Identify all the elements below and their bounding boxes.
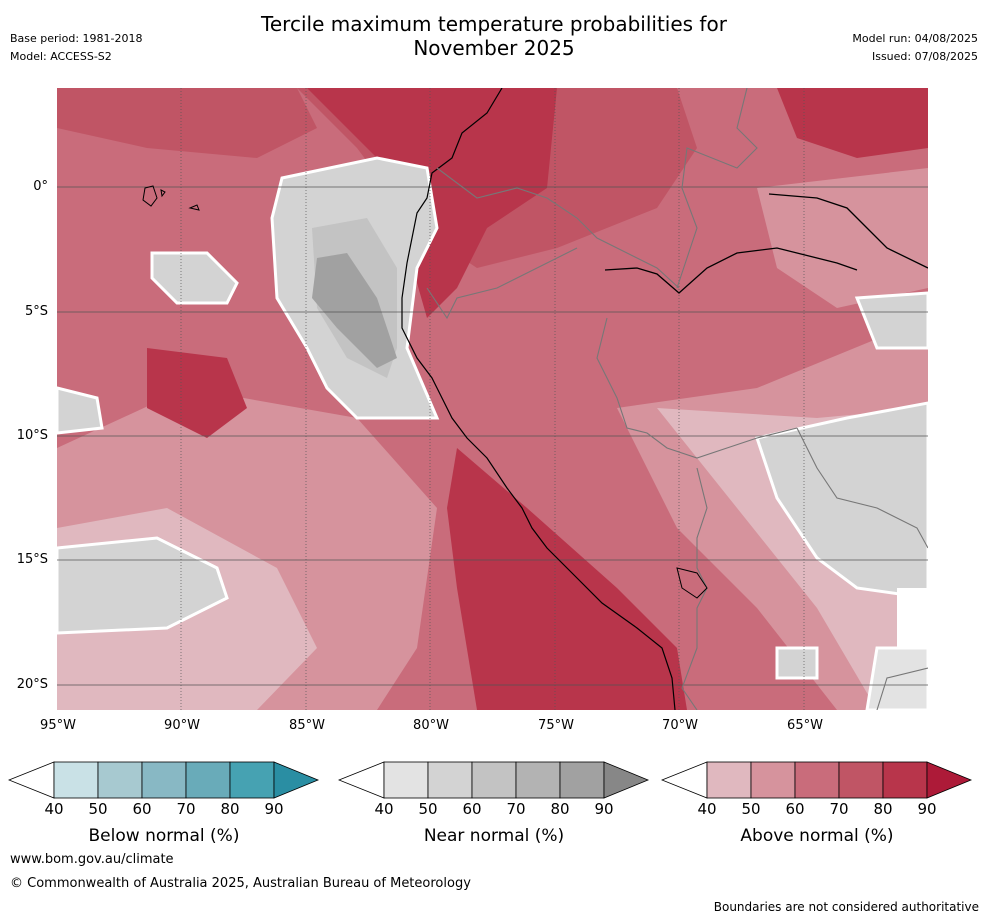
lat-label-0: 0° [33, 179, 48, 194]
colorbar-segment [229, 761, 275, 799]
lat-label-10s: 10°S [16, 428, 48, 443]
colorbar-segment [97, 761, 143, 799]
title-line-2: November 2025 [413, 36, 575, 60]
colorbar-segment [706, 761, 752, 799]
model-text: Model: ACCESS-S2 [10, 50, 112, 63]
above-80-region-ne [777, 88, 928, 158]
lat-label-5s: 5°S [24, 304, 48, 319]
near-normal-region-east [755, 401, 930, 600]
legend-tick: 80 [550, 800, 570, 818]
legend-title-near: Near normal (%) [423, 826, 565, 846]
lon-label-65w: 65°W [787, 718, 823, 733]
colorbar-segment [141, 761, 187, 799]
colorbar-below-normal [7, 761, 320, 799]
legend-tick: 40 [697, 800, 717, 818]
coastline [401, 87, 676, 711]
legend-tick: 90 [264, 800, 284, 818]
legend-tick: 90 [917, 800, 937, 818]
near-normal-region-sw [55, 536, 229, 635]
legend-below-normal: 40 50 60 70 80 90 Below normal (%) [7, 760, 320, 850]
lon-label-75w: 75°W [538, 718, 574, 733]
legend-tick: 60 [462, 800, 482, 818]
issued-text: Issued: 07/08/2025 [871, 50, 978, 63]
legend-title-below: Below normal (%) [88, 826, 240, 846]
colorbar-segment [515, 761, 561, 799]
colorbar-near-normal [337, 761, 650, 799]
legend-tick: 40 [44, 800, 64, 818]
legend-tick: 80 [220, 800, 240, 818]
colorbar-segment [559, 761, 605, 799]
legend-tick: 50 [418, 800, 438, 818]
below-40-region-se [897, 588, 928, 648]
legend-near-normal: 40 50 60 70 80 90 Near normal (%) [337, 760, 650, 850]
above-70-region-nw [57, 88, 317, 158]
legend-tick: 70 [506, 800, 526, 818]
model-run-text: Model run: 04/08/2025 [852, 32, 978, 45]
legend-above-normal: 40 50 60 70 80 90 Above normal (%) [660, 760, 973, 850]
near-normal-region-se-small [775, 646, 819, 680]
colorbar-above-normal [660, 761, 973, 799]
above-80-region-ocean [147, 348, 247, 438]
map-canvas [55, 87, 930, 712]
lat-label-20s: 20°S [16, 677, 48, 692]
colorbar-segment [750, 761, 796, 799]
lon-label-90w: 90°W [164, 718, 200, 733]
colorbar-extend-low [7, 761, 55, 799]
map-title: Tercile maximum temperature probabilitie… [0, 12, 988, 60]
disclaimer-text: Boundaries are not considered authoritat… [713, 900, 979, 914]
near-normal-80-region [312, 253, 397, 368]
legend-tick: 70 [829, 800, 849, 818]
base-period-text: Base period: 1981-2018 [10, 32, 143, 45]
colorbar-extend-high [926, 761, 973, 799]
colorbar-segment [882, 761, 928, 799]
copyright-text: © Commonwealth of Australia 2025, Austra… [10, 876, 471, 891]
colorbar-segment [471, 761, 517, 799]
latitude-lines [57, 186, 928, 686]
colorbar-extend-high [603, 761, 650, 799]
colorbar-extend-low [660, 761, 708, 799]
colorbar-segment [427, 761, 473, 799]
lon-label-80w: 80°W [413, 718, 449, 733]
legend-tick: 40 [374, 800, 394, 818]
colorbar-segment [383, 761, 429, 799]
lon-label-70w: 70°W [662, 718, 698, 733]
near-normal-region-west-edge [55, 386, 104, 435]
legend-tick: 50 [741, 800, 761, 818]
above-80-region-andes-south [447, 448, 687, 710]
legend-title-above: Above normal (%) [740, 826, 894, 846]
lon-label-85w: 85°W [289, 718, 325, 733]
above-50-region-ne [757, 168, 928, 308]
colorbar-segment [185, 761, 231, 799]
legend-tick: 50 [88, 800, 108, 818]
legend-tick: 60 [132, 800, 152, 818]
colorbar-segment [53, 761, 99, 799]
near-normal-region-galapagos [150, 251, 239, 305]
probability-map [55, 87, 930, 712]
colorbar-segment [838, 761, 884, 799]
legend-tick: 60 [785, 800, 805, 818]
colorbar-extend-high [273, 761, 320, 799]
colorbar-extend-low [337, 761, 385, 799]
legend-tick: 80 [873, 800, 893, 818]
colorbar-segment [794, 761, 840, 799]
amazon-river [604, 193, 929, 294]
legend-tick: 90 [594, 800, 614, 818]
title-line-1: Tercile maximum temperature probabilitie… [261, 12, 727, 36]
lat-label-15s: 15°S [16, 552, 48, 567]
galapagos-islands [142, 185, 200, 211]
near-normal-region-se [865, 646, 930, 712]
legend-tick: 70 [176, 800, 196, 818]
lake-titicaca [676, 567, 708, 599]
lon-label-95w: 95°W [40, 718, 76, 733]
website-link[interactable]: www.bom.gov.au/climate [10, 852, 174, 867]
